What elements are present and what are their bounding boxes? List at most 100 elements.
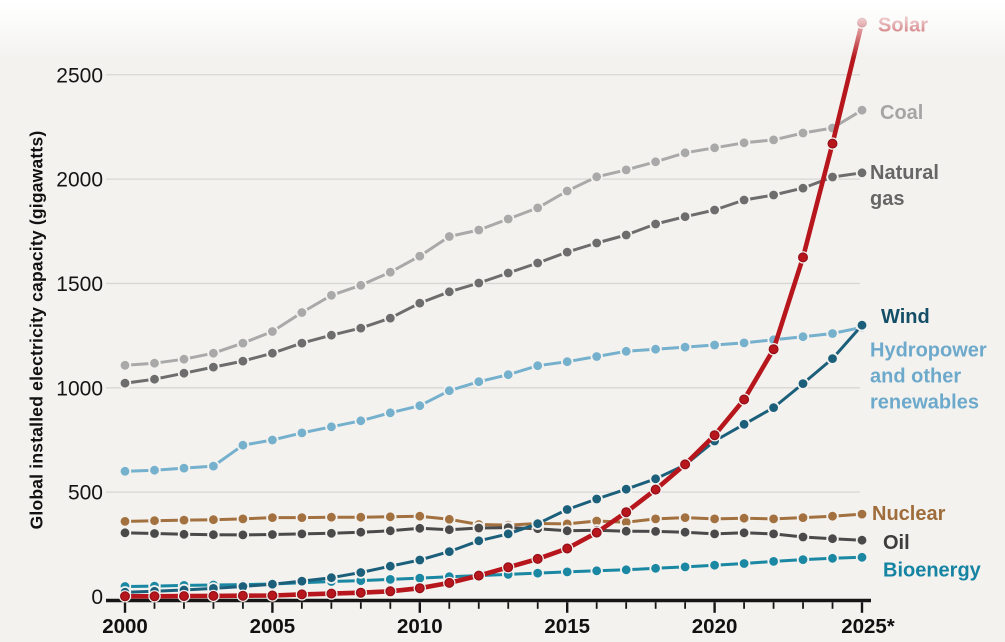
data-point bbox=[739, 528, 749, 538]
data-point bbox=[798, 183, 808, 193]
data-point bbox=[562, 526, 572, 536]
data-point bbox=[150, 374, 159, 384]
data-point bbox=[680, 212, 690, 222]
data-point bbox=[533, 519, 543, 529]
data-point bbox=[710, 340, 719, 350]
data-point bbox=[473, 570, 484, 581]
data-point bbox=[828, 329, 837, 338]
data-point bbox=[119, 591, 130, 602]
data-point bbox=[680, 148, 690, 158]
data-point bbox=[356, 527, 366, 537]
data-point bbox=[327, 330, 336, 340]
data-point bbox=[179, 515, 189, 525]
series-label-wind: Wind bbox=[881, 306, 930, 328]
series-group bbox=[118, 16, 869, 603]
x-tick-label-2005: 2005 bbox=[250, 615, 296, 638]
data-point bbox=[415, 523, 425, 533]
data-point bbox=[444, 287, 454, 297]
x-tick-labels: 2000 2005 2010 2015 2020 2025* bbox=[102, 615, 895, 638]
series-end-labels: Coal Natural gas Hydropower and other renewab… bbox=[870, 15, 987, 582]
y-tick-label-2000: 2000 bbox=[56, 169, 103, 192]
data-point bbox=[709, 430, 720, 441]
data-point bbox=[621, 565, 631, 575]
data-point bbox=[798, 555, 808, 564]
data-point bbox=[651, 514, 660, 524]
data-point bbox=[327, 422, 336, 432]
data-point bbox=[356, 512, 366, 522]
series-wind-markers bbox=[118, 319, 869, 599]
data-point bbox=[238, 440, 248, 450]
data-point bbox=[209, 461, 218, 471]
data-point bbox=[857, 535, 867, 545]
data-point bbox=[503, 529, 513, 539]
data-point bbox=[297, 513, 307, 522]
data-point bbox=[120, 466, 130, 476]
data-point bbox=[592, 172, 602, 182]
data-point bbox=[739, 559, 749, 568]
data-point bbox=[150, 358, 159, 368]
data-point bbox=[415, 555, 425, 565]
data-point bbox=[591, 527, 602, 538]
data-point bbox=[680, 527, 690, 537]
data-point bbox=[179, 354, 189, 364]
series-label-bioenergy: Bioenergy bbox=[883, 559, 982, 581]
data-point bbox=[797, 252, 808, 263]
data-point bbox=[268, 513, 277, 522]
data-point bbox=[651, 474, 660, 484]
data-point bbox=[680, 459, 691, 470]
data-point bbox=[798, 532, 808, 542]
data-point bbox=[474, 225, 484, 235]
data-point bbox=[268, 579, 277, 589]
data-point bbox=[769, 529, 778, 539]
data-point bbox=[385, 512, 395, 522]
data-point bbox=[769, 403, 778, 412]
data-point bbox=[651, 563, 660, 573]
series-nuclear-line bbox=[123, 512, 864, 527]
data-point bbox=[651, 157, 660, 167]
data-point bbox=[415, 251, 425, 261]
data-point bbox=[474, 523, 484, 533]
data-point bbox=[533, 203, 543, 213]
data-point bbox=[857, 320, 867, 330]
data-point bbox=[356, 576, 366, 585]
data-point bbox=[297, 338, 307, 348]
data-point bbox=[621, 230, 631, 240]
data-point bbox=[651, 344, 660, 354]
data-point bbox=[592, 494, 602, 504]
data-point bbox=[179, 368, 189, 378]
data-point bbox=[179, 463, 189, 473]
data-point bbox=[208, 590, 219, 601]
series-natural-gas-markers bbox=[118, 166, 869, 390]
data-point bbox=[592, 238, 602, 248]
data-point bbox=[415, 298, 425, 308]
data-point bbox=[209, 515, 218, 525]
data-point bbox=[798, 513, 808, 522]
data-point bbox=[739, 138, 749, 148]
data-point bbox=[356, 323, 366, 333]
y-tick-label-1000: 1000 bbox=[56, 377, 103, 400]
data-point bbox=[120, 360, 130, 370]
data-point bbox=[474, 278, 484, 288]
data-point bbox=[769, 514, 778, 524]
data-point bbox=[680, 513, 690, 522]
x-tick-label-2000: 2000 bbox=[102, 615, 148, 638]
data-point bbox=[149, 591, 160, 602]
data-point bbox=[356, 568, 366, 577]
data-point bbox=[296, 589, 307, 600]
series-solar bbox=[118, 16, 869, 603]
series-label-hydropower-and-other-renewables-line2: and other bbox=[870, 365, 961, 387]
data-point bbox=[385, 561, 395, 571]
series-label-hydropower-and-other-renewables-line1: Hydropower bbox=[870, 339, 987, 361]
data-point bbox=[150, 465, 159, 475]
data-point bbox=[739, 195, 749, 205]
data-point bbox=[710, 560, 719, 570]
data-point bbox=[857, 509, 867, 519]
data-point bbox=[503, 214, 513, 224]
data-point bbox=[327, 573, 336, 583]
data-point bbox=[415, 573, 425, 583]
data-point bbox=[710, 143, 719, 153]
data-point bbox=[326, 588, 337, 599]
data-point bbox=[827, 138, 838, 149]
series-nuclear-markers bbox=[118, 507, 869, 532]
data-point bbox=[769, 190, 778, 200]
